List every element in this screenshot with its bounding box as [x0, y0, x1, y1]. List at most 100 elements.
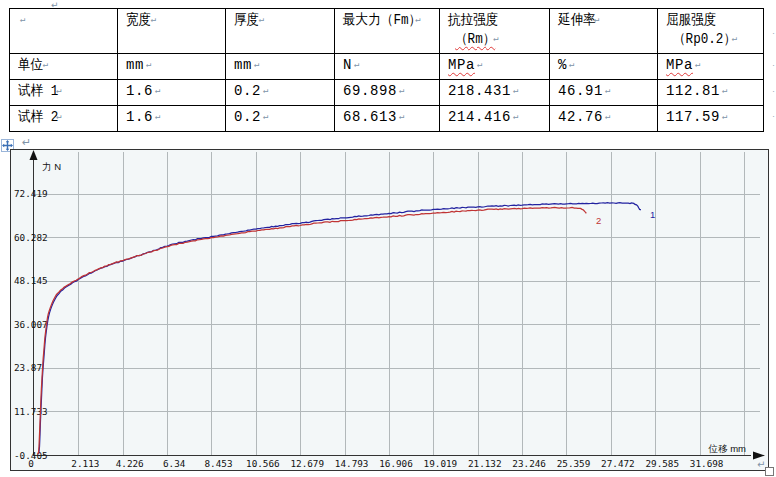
x-tick-label: 2.113: [71, 458, 99, 468]
cell-text: 218.431: [448, 83, 511, 99]
end-of-cell-mark: ↵: [722, 112, 727, 122]
end-of-cell-mark: ↵: [493, 34, 498, 44]
table-row: 试样 1↵1.6↵0.2↵69.898↵218.431↵46.91↵112.81…: [10, 80, 764, 106]
chart-canvas: 72.41960.28248.14536.00723.8711.733-0.40…: [11, 150, 766, 468]
table-cell: 0.2↵: [226, 80, 335, 106]
header-cell: 延伸率 ↵: [550, 9, 658, 54]
x-tick-label: 27.472: [601, 458, 635, 468]
table-cell: N↵: [335, 54, 440, 80]
end-of-cell-mark: ↵: [155, 112, 160, 122]
end-of-cell-mark: ↵: [259, 15, 264, 25]
table-cell: 218.431↵: [440, 80, 550, 106]
curve-specimen-1: [39, 203, 641, 455]
cell-text: 延伸率: [558, 13, 589, 27]
cell-text: 宽度: [126, 13, 146, 27]
x-tick-label: 10.566: [246, 458, 280, 468]
row-end-mark: ·: [772, 86, 775, 96]
cell-text: 214.416: [448, 109, 511, 125]
row-end-mark: ·: [772, 111, 775, 121]
table-row: 单位↵mm↵mm↵N↵MPa↵%↵MPa↵: [10, 54, 764, 80]
end-of-cell-mark: ↵: [695, 60, 700, 70]
table-cell: 1.6↵: [118, 106, 226, 132]
x-axis-title: 位移 mm: [708, 443, 747, 454]
cell-text: 厚度: [234, 13, 254, 27]
y-tick-label: 60.282: [14, 232, 48, 243]
curve-specimen-2: [38, 208, 586, 455]
x-tick-label: 23.246: [512, 458, 546, 468]
cell-text: 42.76: [558, 109, 603, 125]
end-of-cell-mark: ↵: [254, 60, 259, 70]
x-tick-label: 0: [28, 458, 34, 468]
x-tick-label: 16.906: [379, 458, 413, 468]
table-cell: mm↵: [226, 54, 335, 80]
end-of-cell-mark: ↵: [513, 86, 518, 96]
x-tick-label: 6.34: [163, 458, 186, 468]
table-cell: 69.898↵: [335, 80, 440, 106]
force-displacement-chart[interactable]: 72.41960.28248.14536.00723.8711.733-0.40…: [10, 149, 769, 471]
end-of-cell-mark: ↵: [722, 86, 727, 96]
cell-text: 0.2: [234, 83, 261, 99]
resize-handle[interactable]: [765, 467, 774, 476]
end-of-cell-mark: ↵: [56, 86, 61, 96]
y-tick-label: 36.007: [14, 319, 48, 330]
cell-text: MPa: [448, 57, 475, 73]
y-tick-label: 23.87: [14, 362, 42, 373]
table-cell: 1.6↵: [118, 80, 226, 106]
header-cell: ↵: [10, 9, 118, 54]
y-tick-label: 11.733: [14, 406, 48, 417]
header-cell: 宽度↵: [118, 9, 226, 54]
x-tick-label: 8.453: [205, 458, 233, 468]
y-tick-label: 72.419: [14, 188, 48, 199]
end-of-cell-mark: ↵: [594, 15, 599, 25]
table-header-row: ↵宽度↵厚度↵最大力（Fm）↵抗拉强度（Rm）↵延伸率↵屈服强度（Rp0.2）↵: [10, 9, 764, 54]
row-end-mark: ·: [772, 28, 775, 38]
header-cell: 厚度 ↵: [226, 9, 335, 54]
header-cell: 屈服强度 （Rp0.2） ↵: [658, 9, 764, 54]
table-cell: 117.59↵: [658, 106, 764, 132]
cell-text: 68.613: [343, 109, 397, 125]
curve-label-2: 2: [596, 215, 601, 226]
y-axis-title: 力 N: [42, 161, 61, 172]
x-tick-label: 25.359: [557, 458, 591, 468]
row-end-mark: ·: [772, 60, 775, 70]
table-row: 试样 2↵1.6↵0.2↵68.613↵214.416↵42.76↵117.59…: [10, 106, 764, 132]
end-of-cell-mark: ↵: [43, 60, 48, 70]
y-tick-label: 48.145: [14, 275, 48, 286]
x-tick-label: 19.019: [424, 458, 458, 468]
cell-text: 112.81: [666, 83, 720, 99]
table-cell: mm↵: [118, 54, 226, 80]
cell-text: 最大力（Fm）: [343, 13, 406, 27]
table-cell: 试样 2↵: [10, 106, 118, 132]
x-tick-label: 12.679: [290, 458, 324, 468]
table-cell: 0.2↵: [226, 106, 335, 132]
x-tick-label: 31.698: [690, 458, 724, 468]
header-cell: 最大力（Fm） ↵: [335, 9, 440, 54]
table-cell: 42.76↵: [550, 106, 658, 132]
cell-text: 屈服强度: [666, 13, 707, 27]
cell-text: 117.59: [666, 109, 720, 125]
table-cell: MPa↵: [658, 54, 764, 80]
cell-text: 1.6: [126, 109, 153, 125]
end-of-cell-mark: ↵: [732, 34, 737, 44]
table-cell: %↵: [550, 54, 658, 80]
table-cell: 214.416↵: [440, 106, 550, 132]
table-cell: 46.91↵: [550, 80, 658, 106]
end-of-cell-mark: ↵: [569, 60, 574, 70]
cell-text: N: [343, 57, 352, 73]
cell-text: （Rp0.2）: [673, 32, 724, 46]
end-of-cell-mark: ↵: [155, 86, 160, 96]
table-cell: MPa↵: [440, 54, 550, 80]
header-cell: 抗拉强度（Rm）↵: [440, 9, 550, 54]
x-tick-label: 14.793: [335, 458, 369, 468]
end-of-cell-mark: ↵: [263, 86, 268, 96]
end-of-cell-mark: ↵: [354, 60, 359, 70]
x-tick-label: 4.226: [116, 458, 144, 468]
end-of-cell-mark: ↵: [513, 112, 518, 122]
table-cell: 68.613↵: [335, 106, 440, 132]
cell-text: 69.898: [343, 83, 397, 99]
table-cell: 单位↵: [10, 54, 118, 80]
cell-text: mm: [126, 57, 144, 73]
end-of-cell-mark: ↵: [415, 15, 420, 25]
table-cell: 试样 1↵: [10, 80, 118, 106]
cell-text: （Rm）: [455, 32, 488, 46]
